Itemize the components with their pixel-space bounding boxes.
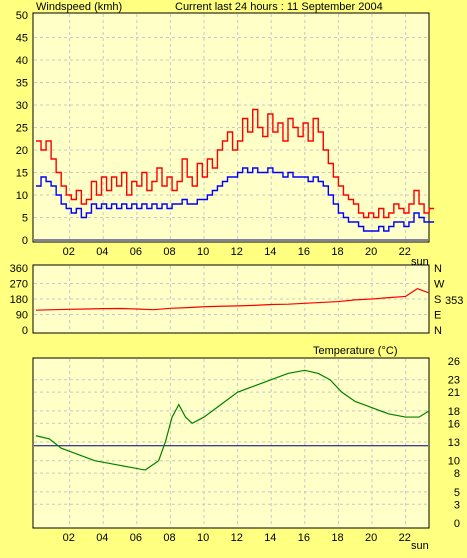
y-tick-label: 15 — [16, 168, 28, 180]
temperature-title: Temperature (°C) — [313, 345, 397, 357]
x-tick-label: 18 — [331, 246, 343, 258]
y-tick-label-right: 5 — [454, 487, 460, 499]
x-corner-label-top: sun — [411, 256, 429, 268]
x-tick-label: 06 — [130, 246, 142, 258]
windspeed-label: Windspeed (kmh) — [36, 1, 122, 13]
y-tick-label: 30 — [16, 100, 28, 112]
temperature-panel — [32, 357, 430, 529]
y-tick-label-right: 3 — [454, 499, 460, 511]
windspeed-panel — [32, 12, 430, 243]
x-tick-label: 02 — [63, 532, 75, 544]
y-tick-label: 35 — [16, 78, 28, 90]
x-tick-label: 20 — [365, 246, 377, 258]
x-tick-label: 04 — [96, 532, 108, 544]
x-tick-label: 22 — [399, 246, 411, 258]
x-tick-label: 16 — [298, 532, 310, 544]
x-tick-label: 10 — [197, 532, 209, 544]
y-tick-label-right: 8 — [454, 468, 460, 480]
x-tick-label: 14 — [264, 532, 276, 544]
y-tick-label: 5 — [22, 213, 28, 225]
x-tick-label: 12 — [231, 532, 243, 544]
y-tick-label-right: 16 — [448, 418, 460, 430]
y-tick-label: 360 — [10, 263, 28, 275]
x-tick-label: 14 — [264, 246, 276, 258]
x-tick-label: 20 — [365, 532, 377, 544]
compass-label: E — [434, 310, 441, 322]
y-tick-label-right: 21 — [448, 387, 460, 399]
y-tick-label-right: 0 — [454, 518, 460, 530]
y-tick-label: 10 — [16, 190, 28, 202]
compass-label: W — [434, 279, 445, 291]
y-tick-label-right: 23 — [448, 375, 460, 387]
compass-label: N — [434, 263, 442, 275]
y-tick-label: 270 — [10, 279, 28, 291]
compass-label: S — [434, 294, 441, 306]
x-tick-label: 12 — [231, 246, 243, 258]
x-corner-label-bottom: sun — [411, 540, 429, 552]
series-direction — [35, 287, 430, 311]
x-tick-label: 08 — [163, 532, 175, 544]
x-tick-label: 04 — [96, 246, 108, 258]
y-tick-label: 180 — [10, 294, 28, 306]
chart-subtitle: Current last 24 hours : 11 September 200… — [175, 1, 383, 13]
x-tick-label: 18 — [331, 532, 343, 544]
x-tick-label: 06 — [130, 532, 142, 544]
x-tick-label: 02 — [63, 246, 75, 258]
y-tick-label: 25 — [16, 123, 28, 135]
y-tick-label: 50 — [16, 10, 28, 22]
y-tick-label-right: 18 — [448, 406, 460, 418]
y-tick-label: 20 — [16, 145, 28, 157]
y-tick-label-right: 10 — [448, 456, 460, 468]
series-average — [36, 167, 435, 232]
y-tick-label: 45 — [16, 33, 28, 45]
x-tick-label: 08 — [163, 246, 175, 258]
x-tick-label: 22 — [399, 532, 411, 544]
y-tick-label-right: 26 — [448, 356, 460, 368]
y-tick-label: 0 — [22, 235, 28, 247]
x-tick-label: 10 — [197, 246, 209, 258]
x-tick-label: 16 — [298, 246, 310, 258]
y-tick-label: 40 — [16, 55, 28, 67]
series-temperature — [35, 369, 430, 471]
direction-current-value: 353 — [445, 295, 463, 307]
series-gust — [36, 108, 435, 219]
y-tick-label-right: 13 — [448, 437, 460, 449]
y-tick-label: 90 — [16, 310, 28, 322]
y-tick-label: 0 — [22, 325, 28, 337]
compass-label: N — [434, 325, 442, 337]
